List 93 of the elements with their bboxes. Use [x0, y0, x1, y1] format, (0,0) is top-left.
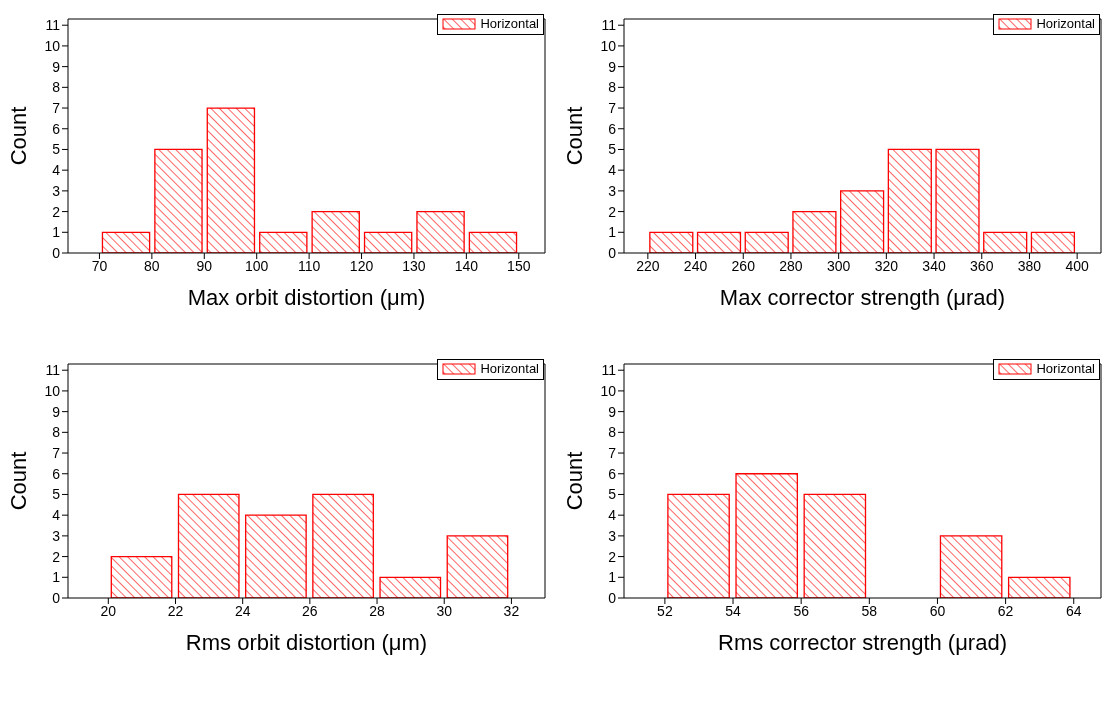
y-tick-label: 11 [45, 17, 61, 34]
x-tick-label: 62 [997, 602, 1014, 619]
y-tick-label: 10 [600, 382, 617, 399]
y-tick-label: 11 [601, 362, 617, 379]
y-tick-label: 3 [52, 182, 61, 199]
y-tick-label: 0 [608, 589, 617, 606]
x-tick-label: 60 [929, 602, 946, 619]
x-tick-label: 80 [144, 257, 160, 274]
y-tick-label: 4 [608, 162, 617, 179]
x-tick-label: 56 [793, 602, 810, 619]
x-tick-label: 400 [1065, 257, 1090, 274]
x-tick-label: 130 [402, 257, 426, 274]
y-tick-label: 9 [52, 403, 61, 420]
y-tick-label: 9 [52, 58, 61, 75]
x-tick-label: 360 [970, 257, 994, 274]
legend-label: Horizontal [480, 361, 539, 376]
y-tick-label: 4 [52, 507, 61, 524]
x-tick-label: 70 [91, 257, 108, 274]
y-tick-label: 4 [608, 507, 617, 524]
x-axis-title: Rms orbit distortion (μm) [185, 630, 428, 655]
x-tick-label: 280 [779, 257, 803, 274]
y-tick-label: 10 [44, 382, 61, 399]
x-tick-label: 58 [861, 602, 878, 619]
y-tick-label: 2 [52, 548, 61, 565]
y-tick-label: 1 [52, 224, 61, 241]
y-axis-title: Count [5, 451, 31, 511]
x-axis-title: Max orbit distortion (μm) [187, 285, 426, 310]
x-tick-label: 240 [683, 257, 708, 274]
x-tick-label: 26 [302, 602, 318, 619]
y-tick-label: 8 [52, 424, 61, 441]
y-tick-label: 6 [608, 120, 617, 137]
y-tick-label: 5 [608, 486, 617, 503]
x-tick-label: 140 [454, 257, 479, 274]
x-tick-label: 220 [636, 257, 660, 274]
x-axis-title: Rms corrector strength (μrad) [718, 630, 1007, 655]
x-tick-label: 64 [1065, 602, 1082, 619]
y-tick-label: 1 [608, 569, 617, 586]
x-tick-label: 120 [349, 257, 374, 274]
x-tick-label: 20 [100, 602, 117, 619]
x-tick-label: 28 [369, 602, 386, 619]
x-axis-title: Max corrector strength (μrad) [719, 285, 1006, 310]
y-tick-label: 6 [608, 465, 617, 482]
legend-label: Horizontal [1036, 361, 1095, 376]
y-tick-label: 4 [52, 162, 61, 179]
y-axis-title: Count [5, 106, 31, 166]
x-tick-label: 150 [507, 257, 531, 274]
x-tick-label: 54 [725, 602, 742, 619]
y-tick-label: 10 [44, 37, 61, 54]
y-tick-label: 11 [601, 17, 617, 34]
y-tick-label: 3 [52, 527, 61, 544]
y-tick-label: 7 [52, 100, 61, 117]
legend-label: Horizontal [480, 16, 539, 31]
y-tick-label: 0 [52, 244, 61, 261]
x-tick-label: 300 [826, 257, 851, 274]
y-tick-label: 2 [608, 203, 617, 220]
x-tick-label: 22 [167, 602, 184, 619]
y-tick-label: 5 [52, 486, 61, 503]
y-tick-label: 3 [608, 527, 617, 544]
x-tick-label: 320 [874, 257, 899, 274]
x-tick-label: 110 [297, 257, 321, 274]
y-tick-label: 1 [608, 224, 617, 241]
y-tick-label: 8 [52, 79, 61, 96]
y-tick-label: 3 [608, 182, 617, 199]
y-tick-label: 10 [600, 37, 617, 54]
y-tick-label: 2 [608, 548, 617, 565]
x-tick-label: 100 [245, 257, 269, 274]
y-tick-label: 7 [608, 100, 617, 117]
x-tick-label: 340 [922, 257, 946, 274]
y-tick-label: 5 [52, 141, 61, 158]
y-tick-label: 8 [608, 424, 617, 441]
x-tick-label: 30 [436, 602, 453, 619]
y-tick-label: 6 [52, 465, 61, 482]
x-tick-label: 260 [731, 257, 756, 274]
y-tick-label: 9 [608, 403, 617, 420]
y-tick-label: 5 [608, 141, 617, 158]
x-tick-label: 32 [503, 602, 520, 619]
x-tick-label: 380 [1017, 257, 1042, 274]
y-tick-label: 9 [608, 58, 617, 75]
y-tick-label: 0 [52, 589, 61, 606]
y-tick-label: 8 [608, 79, 617, 96]
x-tick-label: 90 [196, 257, 213, 274]
y-tick-label: 7 [52, 445, 61, 462]
y-tick-label: 6 [52, 120, 61, 137]
y-tick-label: 11 [45, 362, 61, 379]
legend-label: Horizontal [1036, 16, 1095, 31]
x-tick-label: 24 [234, 602, 251, 619]
y-tick-label: 1 [52, 569, 61, 586]
y-axis-title: Count [561, 106, 587, 166]
y-axis-title: Count [561, 451, 587, 511]
y-tick-label: 0 [608, 244, 617, 261]
y-tick-label: 7 [608, 445, 617, 462]
x-tick-label: 52 [657, 602, 673, 619]
y-tick-label: 2 [52, 203, 61, 220]
